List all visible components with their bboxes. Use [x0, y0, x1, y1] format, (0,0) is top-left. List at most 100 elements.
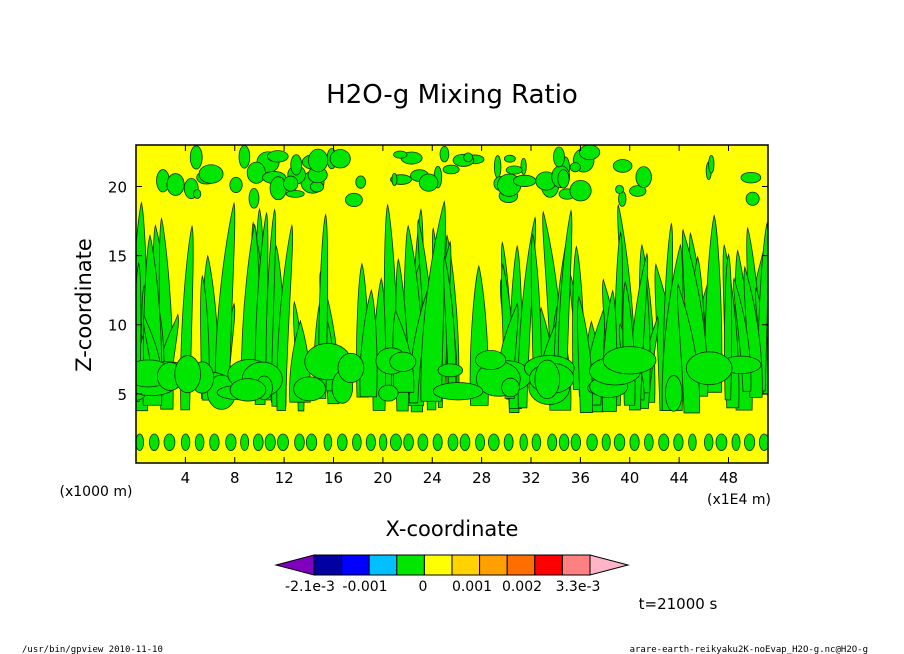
contour-cell-low — [731, 433, 741, 451]
contour-blob-upper — [629, 185, 647, 197]
contour-blob-upper — [329, 149, 351, 169]
contour-cell-low — [744, 433, 756, 451]
contour-cell-low — [475, 433, 485, 451]
contour-cell-low — [570, 433, 581, 451]
contour-blob-upper — [505, 165, 523, 175]
colorbar-segment — [396, 554, 425, 576]
contour-blob-upper — [308, 148, 329, 173]
contour-blob-upper — [229, 176, 243, 193]
contour-cell-low — [336, 433, 348, 451]
x-tick-label: 48 — [719, 469, 738, 487]
contour-cell-low — [163, 433, 176, 451]
colorbar-label: 0 — [419, 579, 428, 595]
contour-cell-low — [519, 433, 528, 451]
colorbar-label: 0.002 — [502, 579, 542, 595]
colorbar — [274, 554, 630, 576]
contour-cell-low — [531, 433, 542, 451]
x-unit-label: (x1E4 m) — [707, 492, 771, 508]
contour-plume — [530, 233, 542, 397]
colorbar-segment — [341, 554, 370, 576]
contour-blob-upper — [391, 172, 398, 187]
contour-blob-mid — [534, 359, 561, 400]
colorbar-arrow-right — [589, 554, 630, 576]
contour-cell-low — [225, 433, 237, 451]
colorbar-segment — [451, 554, 481, 576]
contour-blob-upper — [439, 145, 450, 163]
contour-blob-upper — [569, 179, 592, 202]
colorbar-labels: -2.1e-3 -0.001 0 0.001 0.002 3.3e-3 — [285, 579, 600, 595]
contour-blob-mid — [378, 384, 399, 402]
x-tick-label: 36 — [571, 469, 590, 487]
contour-plume — [265, 208, 277, 401]
contour-cell-low — [503, 433, 514, 451]
x-tick-label: 4 — [181, 469, 191, 487]
x-tick-label: 20 — [373, 469, 392, 487]
x-axis: 4 8 12 16 20 24 28 32 36 40 44 48 — [181, 145, 738, 487]
contour-cell-low — [323, 433, 333, 451]
colorbar-segment — [506, 554, 536, 576]
contour-cell-low — [403, 433, 414, 451]
contour-blob-upper — [418, 173, 439, 192]
contour-cell-low — [703, 433, 714, 451]
contour-cell-low — [432, 433, 443, 451]
contour-cell-low — [613, 433, 626, 451]
contour-blob-upper — [193, 189, 202, 199]
contour-cell-low — [643, 433, 654, 451]
contour-cell-low — [305, 433, 318, 451]
contour-blob-upper — [246, 161, 266, 184]
contour-cell-low — [253, 433, 264, 451]
chart-title: H2O-g Mixing Ratio — [326, 80, 578, 110]
contour-blob-upper — [503, 154, 516, 163]
colorbar-segment — [561, 554, 591, 576]
contour-cell-low — [378, 433, 388, 451]
contour-plume — [557, 209, 573, 391]
y-axis: 5 10 15 20 — [108, 178, 768, 404]
x-axis-label: X-coordinate — [386, 517, 519, 541]
contour-blob-upper — [166, 173, 185, 196]
contour-blob-upper — [238, 145, 251, 169]
colorbar-label: -2.1e-3 — [285, 579, 335, 595]
contour-blob-upper — [283, 175, 299, 192]
y-tick-label: 5 — [117, 386, 127, 404]
contour-plume — [420, 200, 446, 402]
colorbar-label: 3.3e-3 — [556, 579, 601, 595]
contour-cell-low — [277, 433, 289, 451]
contour-blob-mid — [337, 352, 365, 383]
contour-cell-low — [629, 433, 640, 451]
contour-cell-low — [758, 433, 768, 451]
contour-blob-upper — [553, 146, 565, 168]
x-tick-label: 12 — [275, 469, 294, 487]
plot-area — [135, 144, 769, 464]
contour-cell-low — [148, 433, 160, 451]
contour-blob-mid — [501, 377, 520, 398]
contour-blob-upper — [189, 145, 203, 170]
footer-left: /usr/bin/gpview 2010-11-10 — [22, 645, 163, 654]
colorbar-label: 0.001 — [452, 579, 492, 595]
y-tick-label: 10 — [108, 317, 127, 335]
contour-blob-upper — [635, 166, 652, 188]
contour-blob-mid — [229, 378, 267, 402]
x-tick-label: 44 — [670, 469, 689, 487]
y-axis-label: Z-coordinate — [72, 238, 96, 372]
plot-frame — [135, 144, 769, 464]
contour-cell-low — [688, 433, 697, 451]
contour-cell-low — [417, 433, 429, 451]
contour-blob-upper — [569, 162, 581, 173]
contour-cell-low — [209, 433, 220, 451]
colorbar-segment — [423, 554, 453, 576]
contour-plume — [214, 201, 236, 406]
contour-blob-upper — [612, 159, 633, 173]
contour-blob-upper — [355, 175, 366, 189]
contour-cell-low — [447, 433, 459, 451]
contour-cell-low — [673, 433, 684, 451]
y-tick-label: 15 — [108, 248, 127, 266]
contour-cell-low — [194, 433, 205, 451]
x-tick-label: 16 — [324, 469, 343, 487]
colorbar-segment — [479, 554, 508, 576]
contour-blob-mid — [685, 351, 733, 386]
colorbar-segment — [313, 554, 343, 576]
contour-blob-upper — [463, 152, 474, 163]
contour-cell-low — [601, 433, 611, 451]
contour-field — [136, 145, 768, 451]
